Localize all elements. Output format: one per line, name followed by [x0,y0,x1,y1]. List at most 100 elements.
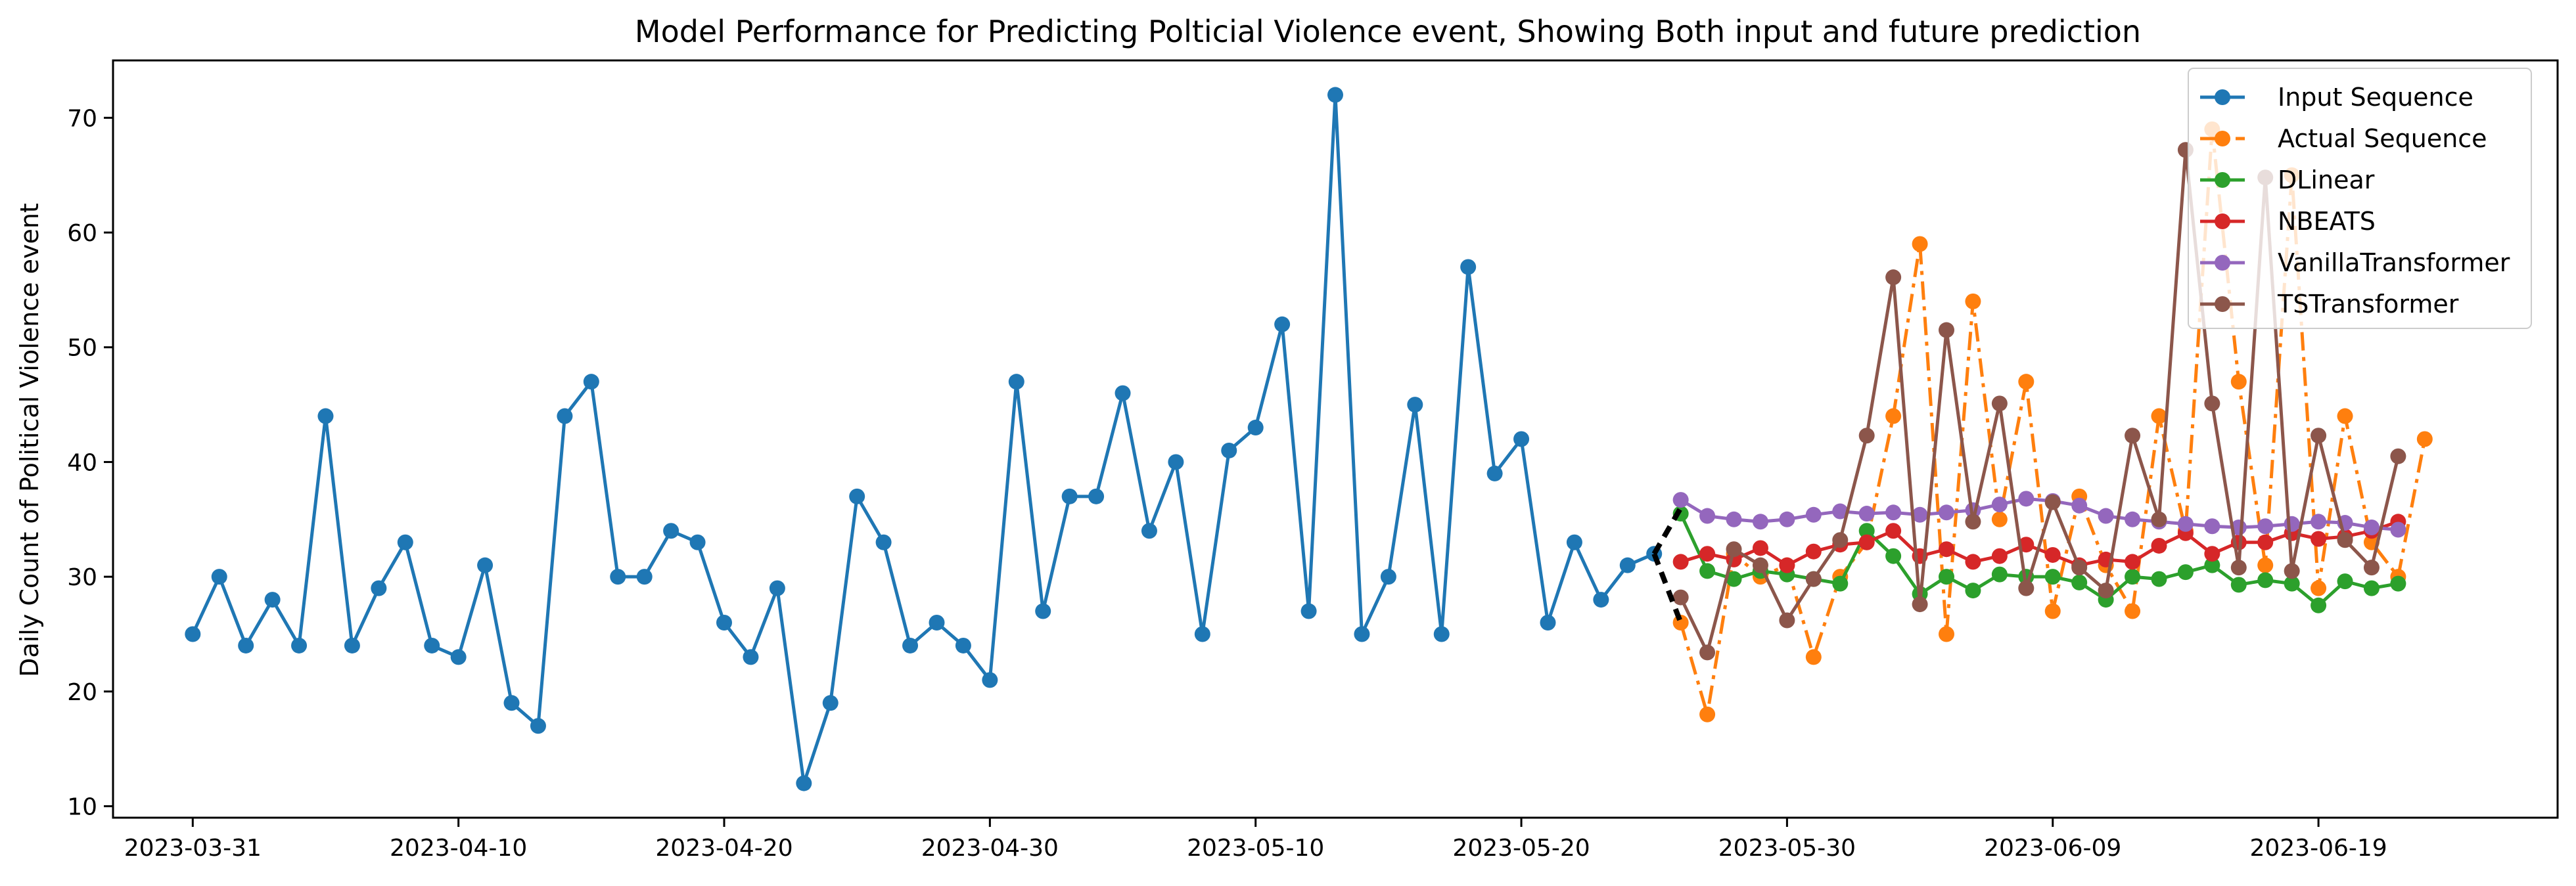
data-point [1752,557,1768,573]
series-line-tstransformer [1679,148,2400,654]
data-point [2177,516,2194,532]
data-point [2125,554,2141,570]
legend-label: VanillaTransformer [2278,248,2510,277]
legend-item-actual-sequence: Actual Sequence [2200,124,2487,153]
data-point [902,637,919,653]
legend-swatch-marker [2215,131,2230,146]
data-point [2284,563,2300,579]
data-point [1805,543,1822,560]
x-tick-label: 2023-04-20 [655,835,793,862]
y-axis-label: Daily Count of Political Violence event [15,203,44,677]
data-point [1885,504,1902,521]
data-point [2230,560,2247,576]
data-point [1566,534,1582,550]
data-point [689,534,706,550]
data-point [2204,395,2220,412]
data-point [2044,546,2061,563]
data-point [1486,465,1503,481]
data-point [424,637,440,653]
data-point [2151,571,2167,587]
data-point [1726,541,1742,558]
data-point [530,718,546,734]
data-point [371,580,387,596]
y-axis: 10 20 30 40 50 60 70 [67,105,113,821]
legend-label: Actual Sequence [2278,124,2487,153]
data-point [1247,420,1264,436]
data-point [1726,511,1742,527]
data-point [769,580,785,596]
x-tick-label: 2023-05-30 [1718,835,1856,862]
series-input-sequence [185,87,1663,791]
data-point [636,569,653,585]
data-point [2337,408,2353,424]
data-point [1805,571,1822,587]
data-point [2151,408,2167,424]
data-point [2363,580,2380,596]
data-point [955,637,971,653]
data-point [2018,374,2035,390]
series-line-vanillatransformer [1680,497,2399,532]
data-point [2257,518,2274,535]
data-point [1619,557,1636,573]
legend: Input Sequence Actual Sequence DLinear NBEA… [2188,68,2532,329]
legend-label: TSTransformer [2277,290,2459,319]
data-point [2071,497,2088,514]
data-point [1991,548,2008,564]
data-point [2098,583,2114,599]
data-point [1965,514,1981,530]
data-point [1752,514,1768,530]
data-point [1832,532,1849,548]
data-point [2018,537,2035,553]
data-point [1593,592,1609,608]
data-point [1752,540,1768,556]
y-tick-label: 30 [67,564,97,591]
data-point [2363,560,2380,576]
legend-item-dlinear: DLinear [2200,166,2375,194]
data-point [716,615,732,631]
data-point [2098,508,2114,524]
data-point [2204,557,2220,573]
data-point [2284,516,2300,532]
data-point [1194,626,1210,642]
x-tick-label: 2023-05-10 [1187,835,1324,862]
data-point [1965,583,1981,599]
data-point [2230,374,2247,390]
data-point [1540,615,1556,631]
data-point [1433,626,1450,642]
data-point [1354,626,1370,642]
data-point [2230,577,2247,593]
data-point [2257,557,2274,573]
data-point [1805,649,1822,665]
data-point [2177,564,2194,581]
data-point [1407,397,1423,413]
data-point [1912,236,1928,252]
data-point [2204,546,2220,562]
data-point [1832,575,1849,592]
data-point [2311,597,2327,613]
data-point [2204,518,2220,535]
data-point [1221,442,1237,458]
data-point [929,615,945,631]
plot-series [185,87,2433,791]
data-point [2044,494,2061,510]
data-point [1327,87,1343,103]
series-line-dlinear [1679,513,2399,608]
data-point [1912,596,1928,613]
data-point [185,626,201,642]
data-point [583,374,599,390]
data-point [1991,395,2008,412]
data-point [2018,491,2035,507]
data-point [2125,428,2141,444]
data-point [397,534,413,550]
data-point [264,592,281,608]
data-point [982,672,998,688]
data-point [1858,534,1875,550]
data-point [1939,322,1954,338]
x-tick-label: 2023-06-09 [1984,835,2121,862]
data-point [2257,572,2274,588]
data-point [344,637,360,653]
data-point [1699,706,1716,722]
data-point [2257,534,2274,550]
data-point [1168,454,1184,470]
data-point [1991,511,2008,527]
